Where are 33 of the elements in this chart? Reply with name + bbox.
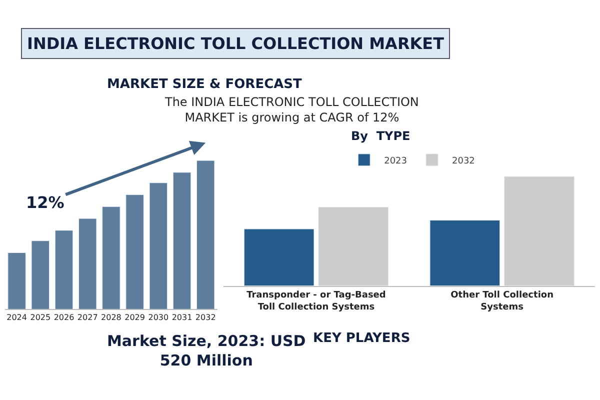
text: INDIA ELECTRONIC TOLL COLLECTION MARKET xyxy=(27,34,444,53)
bar xyxy=(54,230,74,310)
x-tick-label: 2024 xyxy=(6,312,27,322)
x-tick-label: 2032 xyxy=(195,312,216,322)
bar xyxy=(8,252,26,310)
legend-label: 2032 xyxy=(452,156,475,166)
bar xyxy=(504,176,574,286)
x-tick-label: 2025 xyxy=(30,312,51,322)
text: The INDIA ELECTRONIC TOLL COLLECTION MARKET is growing at CAGR of 12% xyxy=(164,95,419,125)
bar xyxy=(430,220,500,286)
x-tick-label: 2030 xyxy=(148,312,169,322)
bar xyxy=(318,206,389,286)
bar xyxy=(31,240,50,310)
x-tick-label: Transponder - or Tag-Based Toll Collection Systems xyxy=(246,290,386,312)
chart-title: MARKET SIZE & FORECAST xyxy=(107,77,302,92)
x-tick-label: 2026 xyxy=(54,312,74,322)
bar xyxy=(78,218,97,310)
bar xyxy=(172,172,192,310)
bar xyxy=(126,194,144,310)
x-tick-label: 2029 xyxy=(124,312,145,322)
text: Market Size, 2023: USD 520 Million xyxy=(107,332,306,370)
chart-title: By TYPE xyxy=(351,129,410,143)
x-tick-label: 2031 xyxy=(172,312,192,322)
bar xyxy=(102,206,120,310)
text: KEY PLAYERS xyxy=(313,331,410,346)
x-tick-label: 2027 xyxy=(77,312,98,322)
x-tick-label: Other Toll Collection Systems xyxy=(450,290,554,312)
bar xyxy=(149,182,168,310)
legend-label: 2023 xyxy=(384,156,408,166)
bar xyxy=(244,228,314,286)
x-tick-label: 2028 xyxy=(101,312,122,322)
bar xyxy=(196,160,215,310)
annotation: 12% xyxy=(26,193,64,212)
